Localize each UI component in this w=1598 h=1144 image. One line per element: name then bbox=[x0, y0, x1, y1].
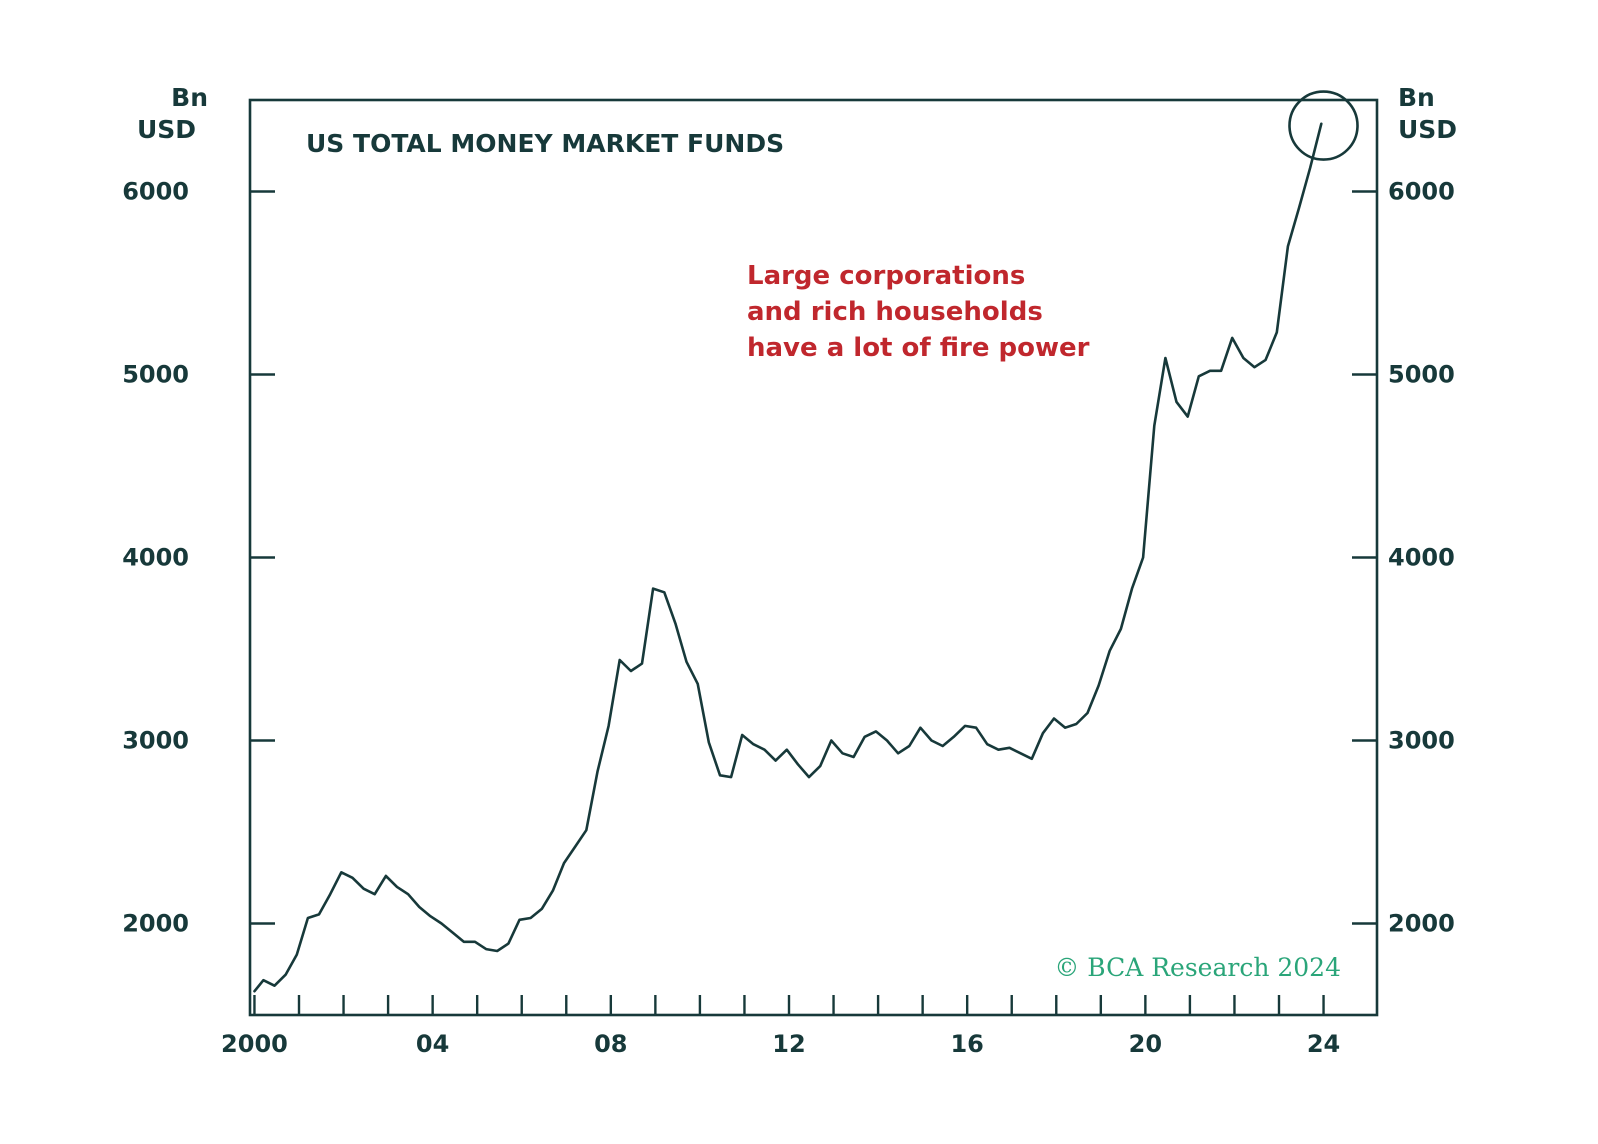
y-axis-right-unit-line2: USD bbox=[1398, 115, 1457, 144]
x-tick-label-2008: 08 bbox=[594, 1030, 627, 1058]
y-axis-right: 2000 3000 4000 5000 6000 bbox=[1352, 178, 1455, 938]
y-tick-label-right-6000: 6000 bbox=[1388, 178, 1455, 206]
y-axis-right-unit-line1: Bn bbox=[1398, 83, 1435, 112]
x-tick-label-2016: 16 bbox=[950, 1030, 983, 1058]
y-tick-label-right-5000: 5000 bbox=[1388, 361, 1455, 389]
annotation-line-2: and rich households bbox=[747, 297, 1043, 327]
x-tick-label-2020: 20 bbox=[1129, 1030, 1162, 1058]
plot-border bbox=[248, 98, 1379, 1017]
y-tick-label-left-2000: 2000 bbox=[122, 910, 189, 938]
watermark: © BCA Research 2024 bbox=[1054, 953, 1341, 982]
y-axis-left-unit-line2: USD bbox=[137, 115, 196, 144]
chart-title: US TOTAL MONEY MARKET FUNDS bbox=[306, 129, 784, 158]
x-tick-label-2024: 24 bbox=[1307, 1030, 1340, 1058]
series-line-money-market-funds bbox=[253, 122, 1323, 993]
y-tick-label-left-6000: 6000 bbox=[122, 178, 189, 206]
y-axis-left: 2000 3000 4000 5000 6000 bbox=[122, 178, 275, 938]
x-tick-label-2000: 2000 bbox=[221, 1030, 288, 1058]
annotation-line-1: Large corporations bbox=[747, 261, 1025, 291]
plot-frame bbox=[248, 98, 1379, 1017]
y-tick-label-left-3000: 3000 bbox=[122, 727, 189, 755]
series-points bbox=[253, 122, 1324, 993]
x-tick-label-2012: 12 bbox=[772, 1030, 805, 1058]
highlight-circle bbox=[1288, 90, 1359, 161]
y-axis-left-unit-line1: Bn bbox=[171, 83, 208, 112]
x-tick-label-2004: 04 bbox=[416, 1030, 449, 1058]
x-axis: 2000 04 08 12 16 20 24 bbox=[221, 995, 1340, 1058]
y-tick-label-right-4000: 4000 bbox=[1388, 544, 1455, 572]
annotation-line-3: have a lot of fire power bbox=[747, 333, 1090, 363]
y-tick-label-left-4000: 4000 bbox=[122, 544, 189, 572]
y-tick-label-left-5000: 5000 bbox=[122, 361, 189, 389]
y-tick-label-right-3000: 3000 bbox=[1388, 727, 1455, 755]
y-tick-label-right-2000: 2000 bbox=[1388, 910, 1455, 938]
